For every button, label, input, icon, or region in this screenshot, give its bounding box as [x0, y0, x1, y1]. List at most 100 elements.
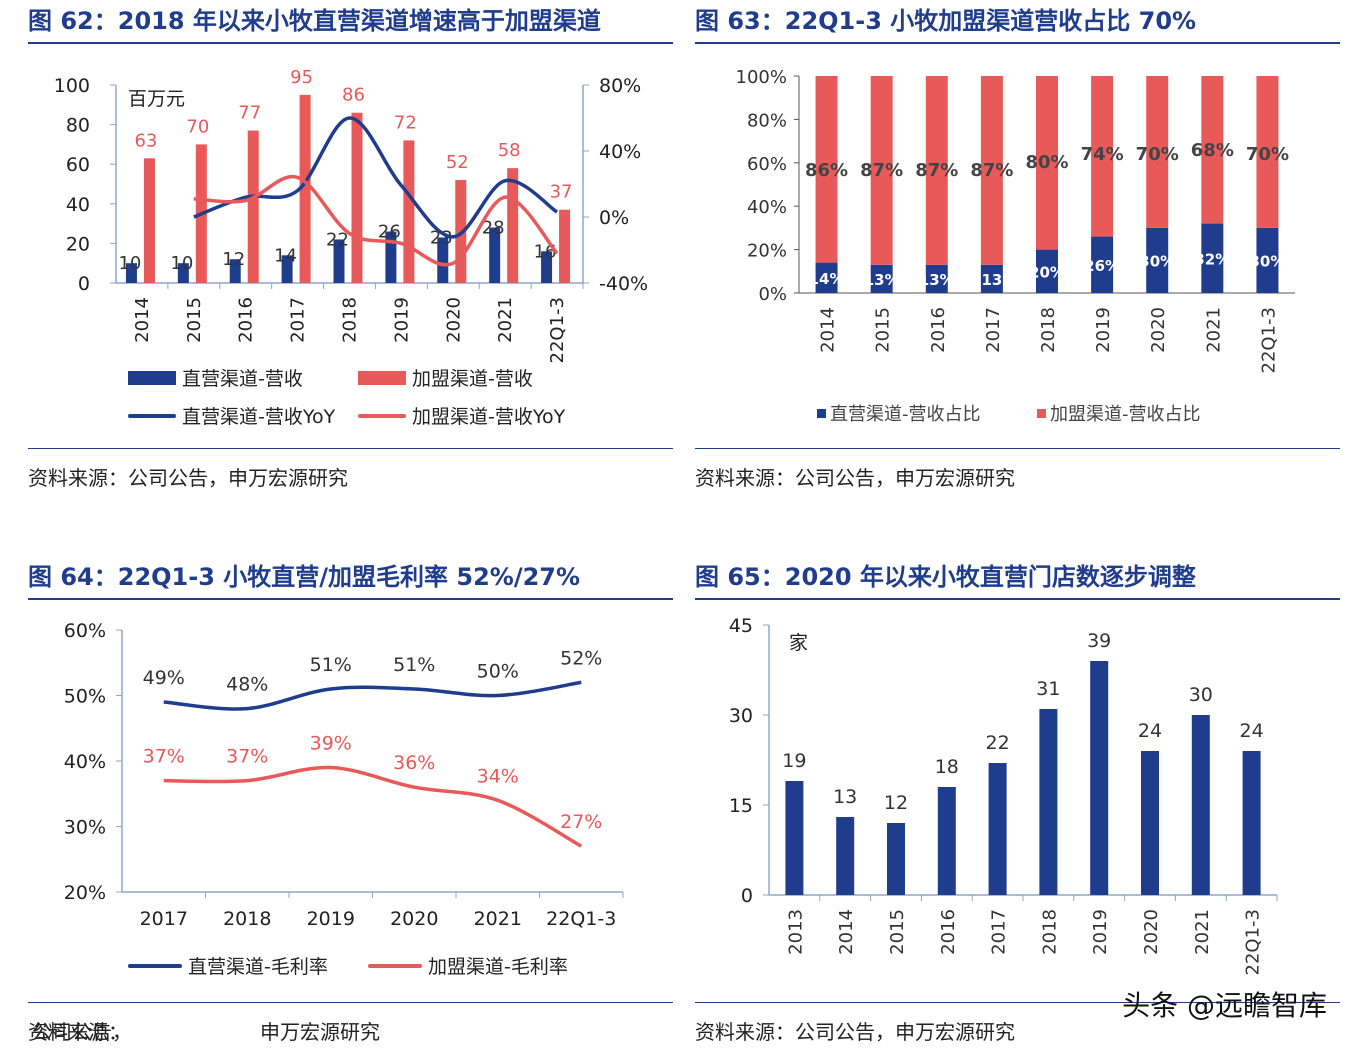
legend-red-bar-swatch	[358, 370, 406, 385]
data-label-margin: 49%	[143, 667, 185, 689]
x-tick-label: 2016	[938, 909, 959, 955]
figure-63-chart: 0% 20% 40% 60% 80% 100% 14% 86% 2014 13% 87% 2015 13…	[736, 67, 1295, 373]
legend-franchise-yoy-label: 加盟渠道-营收YoY	[412, 406, 566, 428]
x-tick-label: 22Q1-3	[1243, 909, 1264, 975]
x-tick-label: 2014	[132, 297, 153, 343]
data-label-direct: 14	[274, 245, 297, 266]
data-label-direct-share: 13%	[919, 271, 955, 289]
data-label-margin: 39%	[310, 733, 352, 755]
data-label-direct-share: 13	[981, 271, 1002, 289]
x-tick-label: 2016	[928, 307, 949, 353]
data-label-store-count: 39	[1087, 630, 1111, 652]
data-label-franchise: 70	[186, 116, 209, 137]
data-label-margin: 37%	[226, 746, 268, 768]
y-tick-label: 20%	[747, 241, 787, 262]
y-tick-label: 60%	[747, 154, 787, 175]
legend-direct-margin-label: 直营渠道-毛利率	[188, 956, 328, 978]
y2-tick-label: 80%	[599, 75, 641, 97]
bar-direct-revenue	[229, 259, 241, 283]
figure-62-panel: 图 62：2018 年以来小牧直营渠道增速高于加盟渠道 0 20 40 60 80 100…	[28, 6, 673, 496]
bar-franchise-share	[1201, 76, 1224, 224]
line-direct-margin	[163, 680, 582, 711]
data-label-direct-share: 30%	[1139, 252, 1175, 270]
y2-tick-label: -40%	[599, 273, 648, 295]
data-label-franchise: 63	[134, 130, 157, 151]
legend-direct-revenue: 直营渠道-营收	[128, 364, 303, 391]
data-label-direct: 10	[170, 253, 193, 274]
x-tick-label: 2020	[1141, 909, 1162, 955]
bar-store-count	[988, 763, 1007, 895]
bar-direct-revenue	[281, 255, 293, 283]
x-tick-label: 2020	[1148, 307, 1169, 353]
data-label-direct: 23	[430, 227, 453, 248]
figure-64-source-label-a: 资料来源：	[28, 1020, 128, 1044]
legend-red-square-swatch	[1037, 408, 1046, 418]
bar-direct-revenue	[333, 239, 345, 283]
bar-franchise-share	[1091, 76, 1114, 237]
x-tick-label: 2014	[818, 307, 839, 353]
watermark: 头条 @远瞻智库	[1122, 989, 1327, 1022]
figure-63-legend: 直营渠道-营收占比 加盟渠道-营收占比	[695, 398, 1340, 428]
y-tick-label: 60	[66, 154, 90, 176]
bar-franchise-revenue	[351, 112, 363, 283]
bar-direct-share	[925, 264, 948, 293]
x-tick-label: 2017	[983, 307, 1004, 353]
data-label-direct-share: 30%	[1249, 252, 1285, 270]
y-unit-label: 百万元	[128, 88, 185, 110]
figure-64-bottom-rule	[28, 1002, 673, 1003]
x-tick-label: 22Q1-3	[1258, 307, 1279, 373]
y-tick-label: 15	[729, 795, 753, 817]
legend-navy-bar-swatch	[128, 370, 176, 385]
bar-franchise-revenue	[507, 168, 519, 283]
x-tick-label: 2020	[443, 297, 464, 343]
bar-store-count	[887, 823, 905, 895]
x-tick-label: 2018	[1039, 909, 1060, 955]
bar-direct-revenue	[541, 251, 553, 283]
bar-store-count	[1242, 751, 1261, 895]
bar-store-count	[785, 781, 804, 895]
data-label-franchise: 95	[290, 67, 313, 88]
data-label-franchise: 77	[238, 103, 261, 124]
figure-65-bottom-rule	[695, 1002, 1340, 1003]
data-label-direct-share: 13%	[864, 271, 900, 289]
data-label-franchise: 86	[342, 85, 365, 106]
data-label-franchise-share: 70%	[1136, 144, 1179, 165]
bar-franchise-share	[870, 76, 893, 265]
y-tick-label: 20	[66, 233, 90, 255]
figure-65-top-rule	[695, 598, 1340, 600]
bar-direct-share	[1036, 249, 1058, 293]
figure-62-legend: 直营渠道-营收 加盟渠道-营收 直营渠道-营收YoY 加盟渠道-营收YoY	[28, 358, 673, 438]
legend-franchise-margin-label: 加盟渠道-毛利率	[428, 956, 568, 978]
bar-franchise-revenue	[143, 158, 155, 283]
y-tick-label: 50%	[64, 686, 106, 708]
bar-store-count	[1191, 715, 1210, 895]
figure-65-panel: 图 65：2020 年以来小牧直营门店数逐步调整 0 15 30 45 家 19 2013 1…	[695, 562, 1340, 1052]
x-tick-label: 2019	[391, 297, 412, 343]
x-tick-label: 2017	[140, 908, 188, 930]
y2-tick-label: 40%	[599, 141, 641, 163]
data-label-margin: 37%	[143, 746, 185, 768]
data-label-store-count: 24	[1138, 720, 1162, 742]
bar-franchise-revenue	[247, 130, 259, 283]
x-tick-label: 2017	[288, 297, 309, 343]
bar-franchise-revenue	[299, 94, 311, 284]
figure-64-source-label-b: 公司公告，	[32, 1020, 132, 1044]
data-label-franchise-share: 80%	[1025, 152, 1068, 173]
bar-direct-share	[1256, 227, 1279, 293]
figure-62-bottom-rule	[28, 448, 673, 449]
y-tick-label: 40	[66, 194, 90, 216]
y-tick-label: 40%	[64, 751, 106, 773]
data-label-margin: 36%	[393, 752, 435, 774]
bar-direct-revenue	[385, 231, 397, 283]
x-tick-label: 2020	[390, 908, 438, 930]
data-label-margin: 51%	[310, 654, 352, 676]
bar-store-count	[836, 817, 855, 895]
y-tick-label: 80%	[747, 110, 787, 131]
legend-franchise-share: 加盟渠道-营收占比	[1037, 400, 1201, 426]
data-label-margin: 50%	[477, 661, 519, 683]
figure-63-source: 资料来源：公司公告，申万宏源研究	[695, 466, 1015, 490]
figure-62-source: 资料来源：公司公告，申万宏源研究	[28, 466, 348, 490]
bar-direct-share	[1201, 223, 1224, 293]
y-tick-label: 0%	[758, 284, 787, 305]
bar-direct-share	[1091, 236, 1114, 293]
